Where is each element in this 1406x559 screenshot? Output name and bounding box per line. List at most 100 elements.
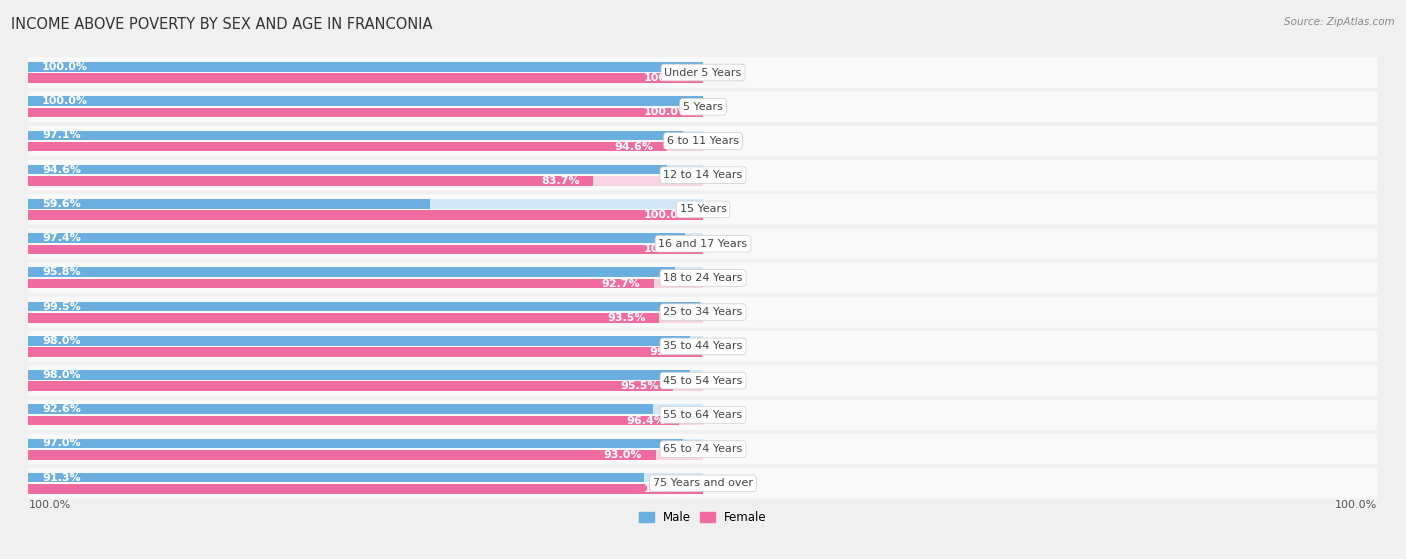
Text: 100.0%: 100.0%	[644, 244, 689, 254]
Text: 91.3%: 91.3%	[42, 473, 80, 482]
Text: 83.7%: 83.7%	[541, 176, 579, 186]
Bar	[28, 142, 666, 151]
Bar	[28, 302, 700, 311]
FancyBboxPatch shape	[28, 57, 1378, 88]
Text: 16 and 17 Years: 16 and 17 Years	[658, 239, 748, 249]
Bar	[28, 62, 703, 72]
Bar	[28, 279, 654, 288]
Text: 6 to 11 Years: 6 to 11 Years	[666, 136, 740, 146]
Text: 59.6%: 59.6%	[42, 199, 80, 209]
Bar	[28, 370, 703, 380]
Text: 98.0%: 98.0%	[42, 370, 80, 380]
Bar	[28, 347, 703, 357]
Bar	[28, 416, 679, 425]
Text: 99.9%: 99.9%	[650, 347, 689, 357]
Bar	[28, 267, 703, 277]
Bar	[28, 210, 703, 220]
Bar	[28, 450, 655, 459]
Bar	[28, 313, 703, 323]
Bar	[28, 416, 703, 425]
Text: 35 to 44 Years: 35 to 44 Years	[664, 342, 742, 352]
FancyBboxPatch shape	[28, 434, 1378, 465]
Bar	[28, 131, 703, 140]
Bar	[28, 96, 703, 106]
Text: 65 to 74 Years: 65 to 74 Years	[664, 444, 742, 454]
Text: 94.6%: 94.6%	[42, 164, 82, 174]
Text: Under 5 Years: Under 5 Years	[665, 68, 741, 78]
FancyBboxPatch shape	[28, 126, 1378, 157]
Bar	[28, 381, 672, 391]
Text: Source: ZipAtlas.com: Source: ZipAtlas.com	[1284, 17, 1395, 27]
FancyBboxPatch shape	[28, 468, 1378, 499]
Text: 15 Years: 15 Years	[679, 205, 727, 215]
Text: 55 to 64 Years: 55 to 64 Years	[664, 410, 742, 420]
Bar	[28, 267, 675, 277]
Bar	[28, 176, 703, 186]
Text: 75 Years and over: 75 Years and over	[652, 479, 754, 489]
Text: 96.4%: 96.4%	[626, 415, 665, 425]
Bar	[28, 439, 683, 448]
Text: 95.8%: 95.8%	[42, 267, 80, 277]
FancyBboxPatch shape	[28, 160, 1378, 191]
Bar	[28, 210, 703, 220]
FancyBboxPatch shape	[28, 297, 1378, 328]
Text: 5 Years: 5 Years	[683, 102, 723, 112]
Bar	[28, 370, 689, 380]
Bar	[28, 176, 593, 186]
FancyBboxPatch shape	[28, 365, 1378, 396]
Text: 92.6%: 92.6%	[42, 404, 82, 414]
Text: 100.0%: 100.0%	[1336, 500, 1378, 510]
Bar	[28, 107, 703, 117]
Bar	[28, 165, 703, 174]
Bar	[28, 450, 703, 459]
FancyBboxPatch shape	[28, 400, 1378, 430]
Bar	[28, 96, 703, 106]
Bar	[28, 199, 430, 209]
Bar	[28, 279, 703, 288]
Bar	[28, 107, 703, 117]
FancyBboxPatch shape	[28, 228, 1378, 259]
Bar	[28, 73, 703, 83]
Bar	[28, 484, 703, 494]
Text: INCOME ABOVE POVERTY BY SEX AND AGE IN FRANCONIA: INCOME ABOVE POVERTY BY SEX AND AGE IN F…	[11, 17, 433, 32]
Text: 45 to 54 Years: 45 to 54 Years	[664, 376, 742, 386]
Bar	[28, 473, 703, 482]
Text: 97.1%: 97.1%	[42, 130, 80, 140]
Text: 99.5%: 99.5%	[42, 301, 80, 311]
Bar	[28, 439, 703, 448]
Text: 93.5%: 93.5%	[607, 313, 645, 323]
Bar	[28, 244, 703, 254]
Text: 100.0%: 100.0%	[644, 210, 689, 220]
Bar	[28, 484, 703, 494]
Text: 97.0%: 97.0%	[42, 438, 80, 448]
Bar	[28, 404, 703, 414]
Text: 100.0%: 100.0%	[42, 96, 89, 106]
FancyBboxPatch shape	[28, 263, 1378, 293]
FancyBboxPatch shape	[28, 194, 1378, 225]
Bar	[28, 473, 644, 482]
Text: 93.0%: 93.0%	[603, 450, 643, 459]
Text: 98.0%: 98.0%	[42, 336, 80, 346]
Text: 94.6%: 94.6%	[614, 141, 652, 151]
FancyBboxPatch shape	[28, 331, 1378, 362]
Bar	[28, 244, 703, 254]
Text: 92.7%: 92.7%	[602, 278, 640, 288]
Text: 12 to 14 Years: 12 to 14 Years	[664, 170, 742, 180]
Text: 100.0%: 100.0%	[28, 500, 70, 510]
Text: 100.0%: 100.0%	[644, 107, 689, 117]
Bar	[28, 199, 703, 209]
Bar	[28, 142, 703, 151]
Legend: Male, Female: Male, Female	[634, 506, 772, 529]
Text: 25 to 34 Years: 25 to 34 Years	[664, 307, 742, 317]
Text: 95.5%: 95.5%	[620, 381, 659, 391]
Bar	[28, 381, 703, 391]
Bar	[28, 131, 683, 140]
Bar	[28, 73, 703, 83]
Bar	[28, 336, 689, 345]
Text: 97.4%: 97.4%	[42, 233, 82, 243]
Bar	[28, 233, 703, 243]
Text: 100.0%: 100.0%	[42, 62, 89, 72]
Bar	[28, 336, 703, 345]
Bar	[28, 347, 703, 357]
Text: 100.0%: 100.0%	[644, 484, 689, 494]
